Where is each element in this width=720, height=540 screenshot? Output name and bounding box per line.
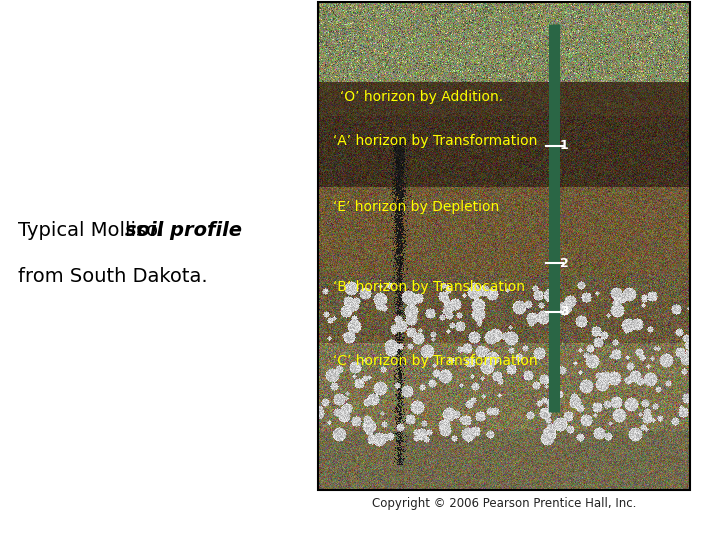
Text: 2: 2 — [560, 256, 569, 269]
Text: ‘E’ horizon by Depletion: ‘E’ horizon by Depletion — [333, 200, 499, 214]
Text: soil profile: soil profile — [125, 221, 242, 240]
Text: 1: 1 — [560, 139, 569, 152]
Text: ‘B’ horizon by Translocation: ‘B’ horizon by Translocation — [333, 280, 525, 294]
Text: ‘C’ horizon by Transformation: ‘C’ horizon by Transformation — [333, 354, 538, 368]
Text: Copyright © 2006 Pearson Prentice Hall, Inc.: Copyright © 2006 Pearson Prentice Hall, … — [372, 497, 636, 510]
Text: 3: 3 — [560, 306, 569, 319]
Text: ‘O’ horizon by Addition.: ‘O’ horizon by Addition. — [341, 90, 503, 104]
Text: ‘A’ horizon by Transformation: ‘A’ horizon by Transformation — [333, 134, 537, 148]
Text: Typical Mollisol: Typical Mollisol — [18, 221, 170, 240]
Text: from South Dakota.: from South Dakota. — [18, 267, 207, 286]
Bar — [318, 2, 690, 490]
